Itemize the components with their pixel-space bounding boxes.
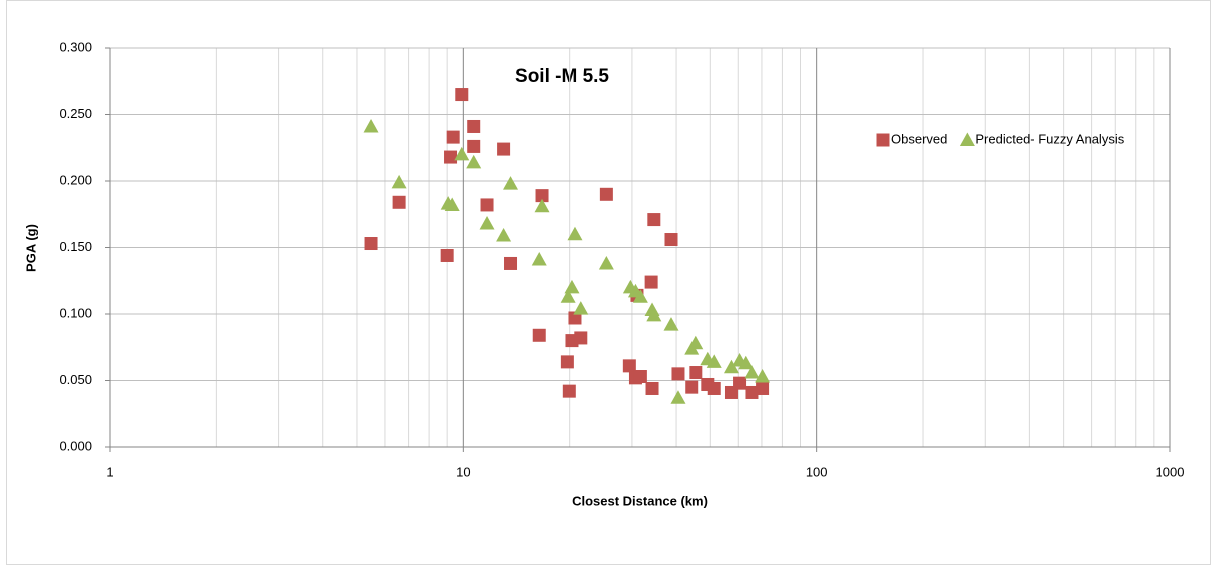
point xyxy=(707,381,721,395)
point xyxy=(622,359,636,373)
point xyxy=(504,256,518,270)
x-tick-label: 1000 xyxy=(1156,464,1185,479)
point xyxy=(733,376,747,390)
point xyxy=(663,317,679,331)
point xyxy=(632,289,648,303)
point xyxy=(756,381,770,395)
point xyxy=(531,251,547,266)
point xyxy=(455,88,469,102)
point xyxy=(467,139,481,153)
point xyxy=(446,130,460,144)
point xyxy=(723,359,739,374)
y-axis-title: PGA (g) xyxy=(23,224,38,272)
point xyxy=(599,187,613,201)
point xyxy=(466,154,482,169)
chart-border xyxy=(6,0,1211,565)
y-tick-label: 0.000 xyxy=(59,438,92,453)
x-tick-label: 10 xyxy=(456,464,470,479)
point xyxy=(645,381,659,395)
point xyxy=(738,355,754,370)
point xyxy=(532,328,546,342)
point xyxy=(647,213,661,227)
point xyxy=(644,275,658,289)
legend-marker xyxy=(959,132,975,146)
point xyxy=(444,197,460,211)
point xyxy=(755,369,771,383)
point xyxy=(560,355,574,369)
point xyxy=(391,174,407,189)
point xyxy=(744,365,760,379)
point xyxy=(444,150,458,164)
point xyxy=(664,233,678,247)
point xyxy=(562,384,576,398)
point xyxy=(454,146,470,161)
legend-label: Predicted- Fuzzy Analysis xyxy=(975,131,1124,146)
y-tick-label: 0.300 xyxy=(59,39,92,54)
chart-title: Soil -M 5.5 xyxy=(515,66,609,87)
point xyxy=(646,307,662,322)
point xyxy=(534,198,550,213)
y-tick-label: 0.200 xyxy=(59,172,92,187)
point xyxy=(671,367,685,381)
point xyxy=(564,279,580,294)
point xyxy=(633,370,647,384)
x-tick-label: 1 xyxy=(106,464,113,479)
x-axis-title: Closest Distance (km) xyxy=(572,493,708,508)
point xyxy=(467,119,481,133)
point xyxy=(689,366,703,380)
point xyxy=(480,198,494,212)
point xyxy=(479,216,495,230)
point xyxy=(503,176,519,190)
point xyxy=(363,118,379,133)
point xyxy=(392,195,406,209)
point xyxy=(598,255,614,270)
point xyxy=(497,142,511,156)
point xyxy=(706,354,722,368)
x-tick-label: 100 xyxy=(806,464,828,479)
point xyxy=(496,228,512,242)
point xyxy=(685,380,699,394)
legend-marker xyxy=(876,133,890,147)
point xyxy=(688,335,704,350)
point xyxy=(440,248,454,262)
point xyxy=(745,385,759,399)
y-tick-label: 0.250 xyxy=(59,106,92,121)
point xyxy=(574,331,588,345)
point xyxy=(670,390,686,404)
point xyxy=(535,189,549,203)
y-tick-label: 0.150 xyxy=(59,239,92,254)
point xyxy=(573,301,589,315)
point xyxy=(364,237,378,251)
point xyxy=(568,311,582,325)
y-tick-label: 0.050 xyxy=(59,372,92,387)
y-tick-label: 0.100 xyxy=(59,305,92,320)
point xyxy=(567,226,583,241)
point xyxy=(560,289,576,303)
legend-label: Observed xyxy=(891,131,947,146)
